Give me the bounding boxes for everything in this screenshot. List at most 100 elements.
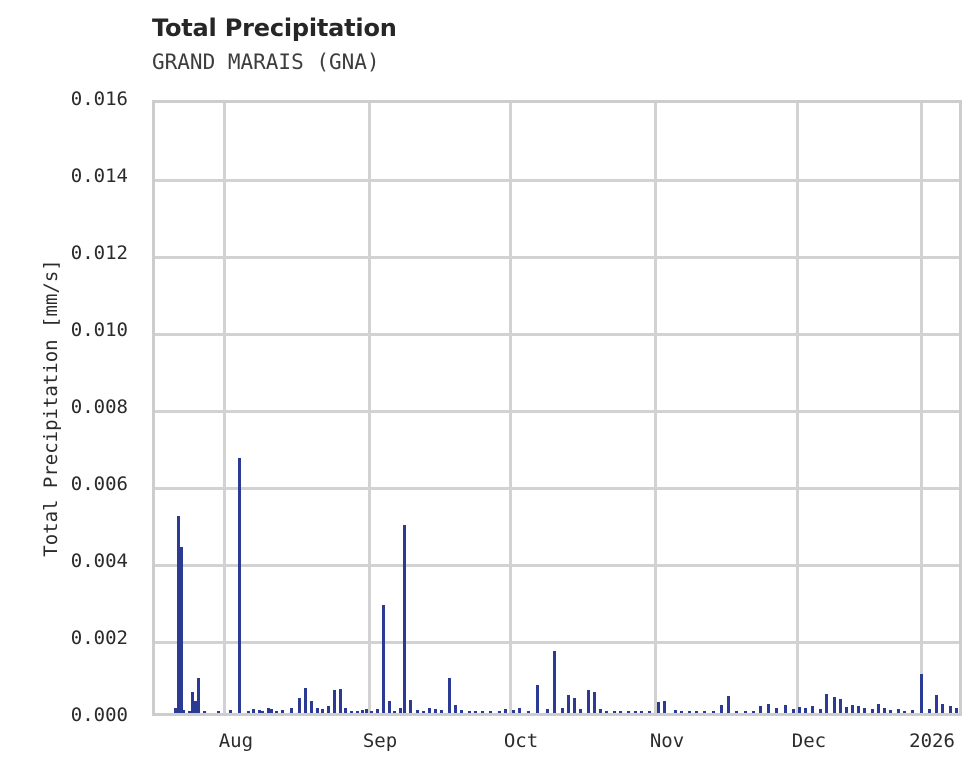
bar	[467, 711, 471, 713]
bar	[633, 711, 637, 713]
bar	[415, 709, 419, 713]
bar	[360, 709, 364, 713]
bar	[427, 708, 431, 713]
plot-inner	[155, 103, 959, 713]
bar	[545, 709, 549, 713]
bar	[355, 711, 359, 713]
gridline-horizontal	[155, 178, 959, 182]
bar	[315, 708, 319, 713]
bar	[593, 691, 597, 713]
bar	[247, 710, 251, 713]
bar	[392, 710, 396, 713]
bar	[687, 711, 691, 713]
bar	[656, 702, 660, 713]
bar	[370, 710, 374, 713]
bar	[870, 709, 874, 713]
bar	[298, 698, 302, 713]
bar	[453, 704, 457, 713]
bar	[193, 701, 197, 713]
bar	[599, 709, 603, 713]
bar	[439, 709, 443, 713]
bar	[863, 708, 867, 713]
gridline-horizontal	[155, 255, 959, 259]
gridline-vertical	[654, 103, 658, 713]
bar	[270, 709, 274, 713]
bar	[460, 709, 464, 713]
bar	[832, 696, 836, 713]
bar	[791, 709, 795, 713]
y-tick-label: 0.014	[70, 165, 128, 187]
bar	[743, 711, 747, 713]
bar	[838, 699, 842, 713]
bar	[290, 708, 294, 713]
bar	[173, 708, 177, 713]
bar	[680, 711, 684, 713]
bar	[267, 707, 271, 713]
bar	[196, 678, 200, 713]
bar	[934, 695, 938, 713]
x-tick-label: Oct	[503, 730, 539, 752]
bar	[626, 710, 630, 713]
bar	[511, 709, 515, 713]
bar	[783, 705, 787, 713]
bar	[304, 687, 308, 713]
bar	[640, 711, 644, 713]
y-tick-label: 0.000	[70, 704, 128, 726]
bar	[612, 711, 616, 713]
bar	[919, 674, 923, 713]
bar	[818, 709, 822, 713]
bar	[179, 547, 183, 713]
bar	[572, 697, 576, 713]
bar	[338, 689, 342, 713]
bar	[941, 703, 945, 713]
bar	[388, 701, 392, 713]
gridline-vertical	[508, 103, 512, 713]
gridline-horizontal	[155, 640, 959, 644]
bar	[238, 458, 242, 713]
gridline-horizontal	[155, 486, 959, 490]
bar	[481, 711, 485, 713]
bar	[804, 708, 808, 713]
bar	[876, 703, 880, 713]
bar	[703, 711, 707, 713]
gridline-horizontal	[155, 563, 959, 567]
gridline-vertical	[367, 103, 371, 713]
bar	[735, 710, 739, 713]
bar	[759, 706, 763, 713]
bar	[797, 706, 801, 713]
bar	[381, 605, 385, 713]
bar	[695, 710, 699, 713]
bar	[949, 706, 953, 713]
bar	[903, 710, 907, 713]
bar	[751, 711, 755, 713]
bar	[719, 705, 723, 713]
bar	[775, 708, 779, 713]
bar	[433, 709, 437, 713]
x-tick-label: Dec	[791, 730, 827, 752]
bar	[883, 707, 887, 713]
bar	[365, 709, 369, 713]
gridline-vertical	[796, 103, 800, 713]
x-tick-label: Sep	[362, 730, 398, 752]
bar	[911, 709, 915, 713]
plot-area	[152, 100, 962, 716]
bar	[177, 515, 181, 713]
bar	[560, 708, 564, 713]
bar	[489, 711, 493, 713]
chart-title: Total Precipitation	[152, 14, 397, 42]
bar	[844, 707, 848, 713]
bar	[252, 709, 256, 713]
y-tick-label: 0.012	[70, 242, 128, 264]
bar	[257, 709, 261, 713]
gridline-vertical	[919, 103, 923, 713]
bar	[375, 709, 379, 713]
bar	[663, 701, 667, 713]
bar	[203, 711, 207, 713]
bar	[447, 678, 451, 713]
y-tick-label: 0.006	[70, 473, 128, 495]
x-tick-label: Nov	[649, 730, 685, 752]
x-tick-label: Aug	[218, 730, 254, 752]
bar	[217, 710, 221, 713]
bar	[398, 707, 402, 713]
